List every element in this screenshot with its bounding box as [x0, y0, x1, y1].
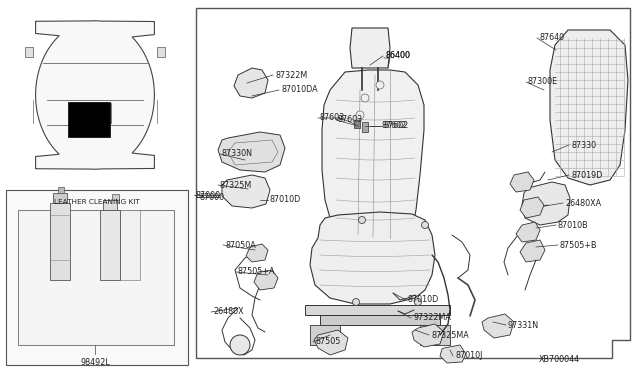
Text: LEATHER CLEANING KIT: LEATHER CLEANING KIT — [54, 199, 140, 205]
Text: 87325MA: 87325MA — [431, 330, 468, 340]
Polygon shape — [6, 190, 188, 365]
Polygon shape — [520, 240, 545, 262]
Polygon shape — [310, 325, 340, 345]
Text: 87325M: 87325M — [220, 180, 252, 189]
Polygon shape — [254, 270, 278, 290]
Polygon shape — [58, 187, 64, 193]
Polygon shape — [157, 47, 165, 57]
Polygon shape — [440, 345, 466, 363]
Polygon shape — [420, 325, 450, 345]
Polygon shape — [50, 203, 70, 280]
Polygon shape — [25, 47, 33, 57]
Text: 26480XA: 26480XA — [565, 199, 601, 208]
Circle shape — [422, 221, 429, 228]
Polygon shape — [87, 103, 111, 123]
Text: 87602: 87602 — [382, 122, 407, 131]
Text: 87505+B: 87505+B — [560, 241, 598, 250]
Polygon shape — [218, 132, 285, 172]
Text: 87505: 87505 — [315, 337, 340, 346]
Text: 87010B: 87010B — [558, 221, 589, 230]
Polygon shape — [522, 182, 570, 225]
Polygon shape — [354, 120, 360, 128]
Text: 87010D: 87010D — [408, 295, 439, 305]
Polygon shape — [482, 314, 514, 338]
Text: 87300E: 87300E — [528, 77, 558, 87]
Text: 98492L: 98492L — [80, 358, 110, 367]
Text: XB700044: XB700044 — [539, 355, 580, 364]
Text: 87000: 87000 — [196, 190, 221, 199]
Text: 87010J: 87010J — [455, 352, 483, 360]
Polygon shape — [103, 200, 117, 210]
Polygon shape — [68, 102, 110, 137]
Text: 97331N: 97331N — [508, 321, 539, 330]
Polygon shape — [362, 122, 368, 132]
Circle shape — [353, 298, 360, 305]
Circle shape — [415, 298, 422, 305]
Polygon shape — [112, 194, 119, 200]
Polygon shape — [520, 197, 544, 218]
Polygon shape — [320, 315, 440, 325]
Text: 87050A: 87050A — [225, 241, 256, 250]
Text: 87000: 87000 — [200, 192, 225, 202]
Polygon shape — [53, 193, 67, 203]
Polygon shape — [550, 30, 628, 185]
Circle shape — [356, 111, 364, 119]
Circle shape — [230, 335, 250, 355]
Text: 87330: 87330 — [571, 141, 596, 150]
Text: 87602: 87602 — [384, 122, 409, 131]
Text: 87640: 87640 — [539, 33, 564, 42]
Polygon shape — [305, 305, 450, 315]
Text: 87330N: 87330N — [222, 150, 253, 158]
Text: 87010DA: 87010DA — [281, 86, 317, 94]
Text: 86400: 86400 — [385, 51, 410, 61]
Text: 97322MA: 97322MA — [413, 314, 451, 323]
Polygon shape — [246, 244, 268, 262]
Polygon shape — [120, 210, 140, 280]
Polygon shape — [234, 68, 268, 98]
Circle shape — [361, 94, 369, 102]
Polygon shape — [350, 28, 390, 68]
Polygon shape — [510, 172, 534, 192]
Polygon shape — [310, 212, 435, 304]
Polygon shape — [222, 175, 270, 208]
Text: 87603: 87603 — [338, 115, 363, 125]
Circle shape — [358, 217, 365, 224]
Polygon shape — [516, 222, 540, 242]
Text: 87322M: 87322M — [275, 71, 307, 80]
Polygon shape — [314, 330, 348, 355]
Polygon shape — [196, 8, 630, 358]
Text: 87603: 87603 — [320, 113, 345, 122]
Polygon shape — [18, 210, 174, 345]
Text: 26480X: 26480X — [213, 308, 244, 317]
Text: 87010D: 87010D — [270, 196, 301, 205]
Polygon shape — [322, 70, 424, 240]
Text: 87019D: 87019D — [571, 170, 602, 180]
Circle shape — [376, 81, 384, 89]
Text: 87505+A: 87505+A — [238, 267, 275, 276]
Polygon shape — [100, 210, 120, 280]
Polygon shape — [36, 21, 154, 169]
Polygon shape — [412, 324, 444, 347]
Text: 86400: 86400 — [385, 51, 410, 61]
